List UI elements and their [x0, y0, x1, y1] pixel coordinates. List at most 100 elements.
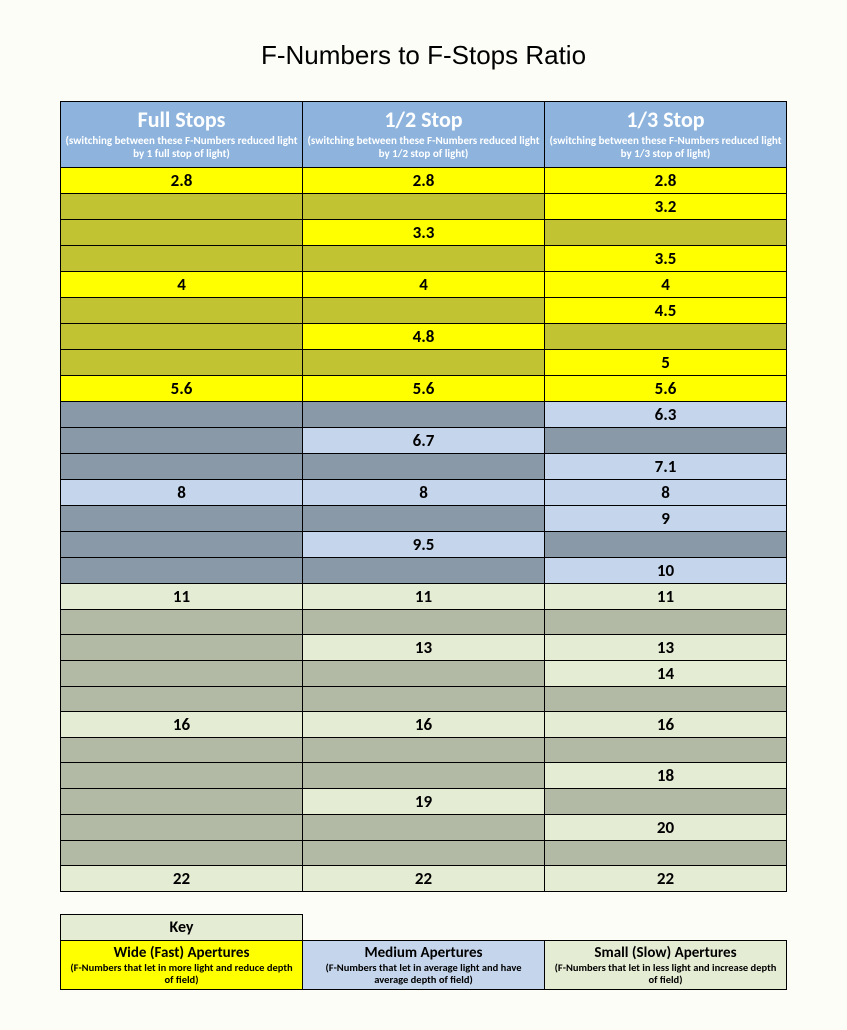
- header-title: 1/3 Stop: [549, 108, 782, 132]
- cell-half: [303, 660, 545, 686]
- table-row: 111111: [61, 583, 787, 609]
- cell-half: [303, 505, 545, 531]
- key-label: Key: [61, 914, 303, 940]
- cell-full: [61, 762, 303, 788]
- table-row: 5: [61, 349, 787, 375]
- cell-full: [61, 686, 303, 711]
- cell-half: 16: [303, 711, 545, 737]
- header-title: Full Stops: [65, 108, 298, 132]
- cell-half: 9.5: [303, 531, 545, 557]
- cell-full: 22: [61, 865, 303, 891]
- table-row: 5.65.65.6: [61, 375, 787, 401]
- table-row: 888: [61, 479, 787, 505]
- cell-third: [545, 531, 787, 557]
- table-body: 2.82.82.83.23.33.54444.54.855.65.65.66.3…: [61, 167, 787, 891]
- cell-third: [545, 219, 787, 245]
- cell-half: 2.8: [303, 167, 545, 193]
- cell-full: [61, 814, 303, 840]
- cell-third: 13: [545, 634, 787, 660]
- cell-third: 6.3: [545, 401, 787, 427]
- table-row: 4.8: [61, 323, 787, 349]
- cell-third: 4: [545, 271, 787, 297]
- header-title: 1/2 Stop: [307, 108, 540, 132]
- cell-half: [303, 686, 545, 711]
- table-row: 14: [61, 660, 787, 686]
- cell-third: 3.5: [545, 245, 787, 271]
- table-row: 6.3: [61, 401, 787, 427]
- cell-full: [61, 840, 303, 865]
- cell-full: [61, 245, 303, 271]
- cell-half: [303, 297, 545, 323]
- table-row: [61, 609, 787, 634]
- cell-full: 8: [61, 479, 303, 505]
- cell-half: [303, 245, 545, 271]
- table-row: 6.7: [61, 427, 787, 453]
- cell-half: [303, 737, 545, 762]
- cell-third: 5: [545, 349, 787, 375]
- cell-third: 4.5: [545, 297, 787, 323]
- cell-third: [545, 323, 787, 349]
- cell-third: [545, 427, 787, 453]
- table-row: 4.5: [61, 297, 787, 323]
- cell-full: [61, 531, 303, 557]
- cell-full: 11: [61, 583, 303, 609]
- cell-full: 2.8: [61, 167, 303, 193]
- cell-half: 5.6: [303, 375, 545, 401]
- cell-full: [61, 737, 303, 762]
- cell-third: [545, 609, 787, 634]
- cell-half: 13: [303, 634, 545, 660]
- cell-full: [61, 634, 303, 660]
- cell-third: 14: [545, 660, 787, 686]
- cell-full: 16: [61, 711, 303, 737]
- key-item-title: Medium Apertures: [309, 944, 538, 962]
- table-row: 3.2: [61, 193, 787, 219]
- table-row: 1313: [61, 634, 787, 660]
- table-row: 2.82.82.8: [61, 167, 787, 193]
- table-row: 3.5: [61, 245, 787, 271]
- key-table: Key Wide (Fast) Apertures (F-Numbers tha…: [60, 914, 787, 990]
- cell-full: [61, 557, 303, 583]
- table-row: 20: [61, 814, 787, 840]
- cell-half: 19: [303, 788, 545, 814]
- cell-third: 5.6: [545, 375, 787, 401]
- cell-half: 4.8: [303, 323, 545, 349]
- cell-half: [303, 401, 545, 427]
- table-row: 3.3: [61, 219, 787, 245]
- cell-third: 10: [545, 557, 787, 583]
- cell-full: [61, 349, 303, 375]
- key-item-subtitle: (F-Numbers that let in average light and…: [309, 962, 538, 986]
- table-row: [61, 840, 787, 865]
- cell-full: 4: [61, 271, 303, 297]
- cell-half: [303, 557, 545, 583]
- cell-half: [303, 840, 545, 865]
- cell-full: [61, 427, 303, 453]
- cell-half: 4: [303, 271, 545, 297]
- table-row: 161616: [61, 711, 787, 737]
- table-row: [61, 686, 787, 711]
- cell-third: 3.2: [545, 193, 787, 219]
- key-small: Small (Slow) Apertures (F-Numbers that l…: [545, 940, 787, 989]
- key-item-title: Wide (Fast) Apertures: [67, 944, 296, 962]
- key-wide: Wide (Fast) Apertures (F-Numbers that le…: [61, 940, 303, 989]
- cell-half: [303, 609, 545, 634]
- cell-full: [61, 193, 303, 219]
- cell-half: [303, 349, 545, 375]
- cell-third: 11: [545, 583, 787, 609]
- cell-half: [303, 762, 545, 788]
- cell-full: [61, 401, 303, 427]
- cell-third: 9: [545, 505, 787, 531]
- cell-third: 16: [545, 711, 787, 737]
- fstop-table: Full Stops (switching between these F-Nu…: [60, 101, 787, 892]
- key-item-title: Small (Slow) Apertures: [551, 944, 780, 962]
- header-half-stop: 1/2 Stop (switching between these F-Numb…: [303, 102, 545, 168]
- cell-half: 11: [303, 583, 545, 609]
- table-row: 9: [61, 505, 787, 531]
- header-subtitle: (switching between these F-Numbers reduc…: [65, 134, 298, 160]
- table-row: [61, 737, 787, 762]
- cell-full: [61, 453, 303, 479]
- table-row: 222222: [61, 865, 787, 891]
- cell-full: [61, 660, 303, 686]
- cell-third: 22: [545, 865, 787, 891]
- cell-half: 8: [303, 479, 545, 505]
- table-row: 7.1: [61, 453, 787, 479]
